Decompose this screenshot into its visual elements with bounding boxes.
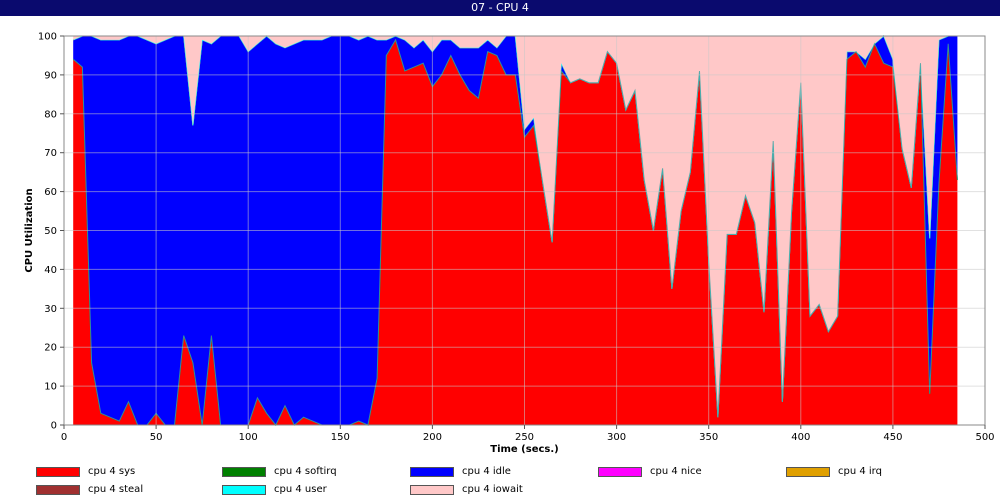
y-tick-label-10: 100 bbox=[38, 32, 57, 43]
cpu-utilization-chart: 0 10 20 30 40 50 60 70 80 90 100 0 50 100 150 200 250 300… bbox=[24, 32, 995, 456]
y-tick-label-1: 10 bbox=[44, 382, 57, 393]
x-tick-label-8: 400 bbox=[791, 432, 810, 443]
x-tick-label-6: 300 bbox=[607, 432, 626, 443]
x-tick-label-9: 450 bbox=[883, 432, 902, 443]
y-tick-label-0: 0 bbox=[51, 421, 57, 432]
x-tick-label-3: 150 bbox=[331, 432, 350, 443]
x-tick-label-7: 350 bbox=[699, 432, 718, 443]
legend-swatch-2 bbox=[410, 467, 454, 477]
series-area-7 bbox=[73, 36, 958, 418]
x-tick-label-4: 200 bbox=[423, 432, 442, 443]
legend-swatch-5 bbox=[36, 485, 80, 495]
legend-label-6: cpu 4 user bbox=[274, 484, 327, 495]
y-tick-label-3: 30 bbox=[44, 304, 57, 315]
legend-label-1: cpu 4 softirq bbox=[274, 466, 337, 477]
series-area-2 bbox=[73, 36, 958, 425]
y-axis-title: CPU Utilization bbox=[24, 188, 35, 272]
legend-label-3: cpu 4 nice bbox=[650, 466, 702, 477]
series-area-0 bbox=[73, 39, 958, 426]
y-tick-label-8: 80 bbox=[44, 109, 57, 120]
chart-legend: cpu 4 sys cpu 4 softirq cpu 4 idle cpu 4 ni… bbox=[0, 462, 1000, 504]
x-tick-label-1: 50 bbox=[150, 432, 163, 443]
y-tick-label-2: 20 bbox=[44, 343, 57, 354]
legend-swatch-1 bbox=[222, 467, 266, 477]
legend-label-0: cpu 4 sys bbox=[88, 466, 136, 477]
legend-label-5: cpu 4 steal bbox=[88, 484, 144, 495]
window-title-bar: 07 - CPU 4 bbox=[0, 0, 1000, 16]
legend-swatch-0 bbox=[36, 467, 80, 477]
x-tick-label-0: 0 bbox=[61, 432, 67, 443]
window-title: 07 - CPU 4 bbox=[471, 1, 529, 14]
legend-label-4: cpu 4 irq bbox=[838, 466, 882, 477]
legend-label-7: cpu 4 iowait bbox=[462, 484, 523, 495]
legend-label-2: cpu 4 idle bbox=[462, 466, 511, 477]
legend-swatch-4 bbox=[786, 467, 830, 477]
y-tick-label-7: 70 bbox=[44, 148, 57, 159]
legend-swatch-7 bbox=[410, 485, 454, 495]
x-axis-title: Time (secs.) bbox=[490, 444, 559, 455]
x-tick-label-2: 100 bbox=[239, 432, 258, 443]
y-tick-label-6: 60 bbox=[44, 187, 57, 198]
y-tick-label-9: 90 bbox=[44, 70, 57, 81]
legend-swatch-6 bbox=[222, 485, 266, 495]
x-tick-label-10: 500 bbox=[975, 432, 994, 443]
y-tick-label-5: 50 bbox=[44, 226, 57, 237]
y-tick-label-4: 40 bbox=[44, 265, 57, 276]
legend-swatch-3 bbox=[598, 467, 642, 477]
x-tick-label-5: 250 bbox=[515, 432, 534, 443]
